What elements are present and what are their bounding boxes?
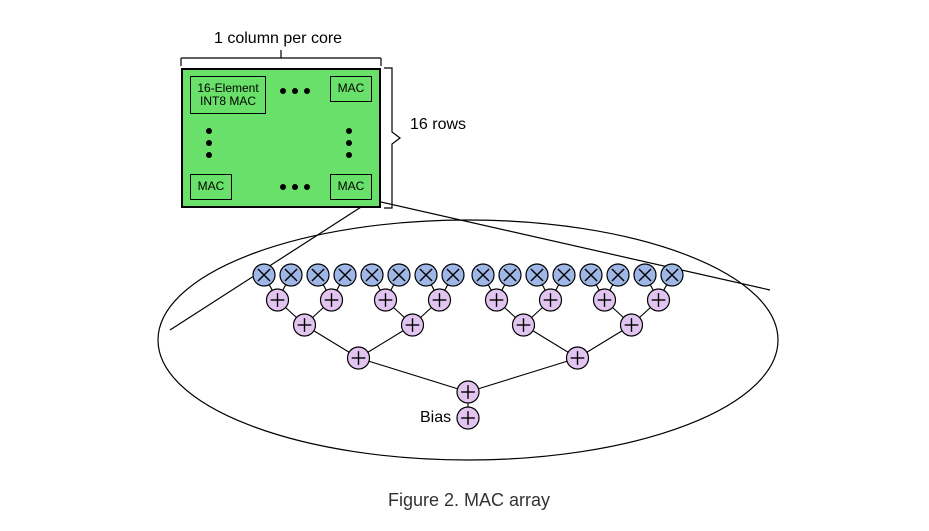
ellipsis-dots-top — [280, 88, 310, 94]
top-bracket-label: 1 column per core — [214, 30, 342, 48]
bias-label: Bias — [420, 409, 451, 427]
diagram-svg — [0, 0, 929, 531]
mac-cell-top-right: MAC — [330, 76, 372, 102]
ellipsis-dots-bottom — [280, 184, 310, 190]
mac-cell-bot-right: MAC — [330, 174, 372, 200]
figure-caption: Figure 2. MAC array — [388, 490, 550, 511]
ellipsis-dots-right — [346, 128, 352, 158]
mac-cell-top-left: 16-ElementINT8 MAC — [190, 76, 266, 114]
mac-cell-bot-left: MAC — [190, 174, 232, 200]
right-bracket-label: 16 rows — [410, 115, 466, 134]
ellipsis-dots-left — [206, 128, 212, 158]
rows-count-label: 16 rows — [410, 116, 466, 133]
